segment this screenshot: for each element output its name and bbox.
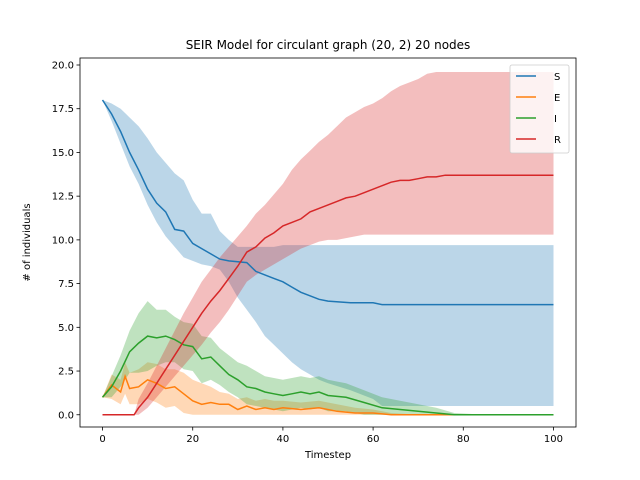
y-tick-label: 12.5 bbox=[52, 192, 74, 203]
legend-label-e: E bbox=[554, 93, 560, 104]
y-tick-label: 7.5 bbox=[58, 279, 74, 290]
y-tick-label: 10.0 bbox=[52, 235, 74, 246]
x-tick-label: 20 bbox=[186, 434, 199, 445]
chart-title: SEIR Model for circulant graph (20, 2) 2… bbox=[186, 38, 471, 52]
x-tick-label: 60 bbox=[367, 434, 380, 445]
y-tick-label: 15.0 bbox=[52, 148, 74, 159]
band-i bbox=[102, 301, 554, 415]
legend-label-s: S bbox=[554, 72, 560, 83]
series-lines bbox=[101, 99, 554, 416]
band-e bbox=[102, 362, 554, 415]
x-axis-title: Timestep bbox=[304, 450, 351, 461]
series-line-s bbox=[101, 99, 554, 306]
y-tick-label: 2.5 bbox=[58, 367, 74, 378]
series-line-i bbox=[101, 335, 554, 416]
band-r bbox=[102, 72, 554, 415]
x-tick-label: 40 bbox=[277, 434, 290, 445]
y-axis-title: # of individuals bbox=[22, 203, 33, 281]
legend-label-i: I bbox=[554, 114, 557, 125]
band-s bbox=[102, 100, 554, 406]
y-axis-ticks: 0.0 2.5 5.0 7.5 10.0 12.5 15.0 17.5 20.0 bbox=[52, 60, 80, 421]
x-tick-label: 0 bbox=[99, 434, 105, 445]
legend-box bbox=[509, 64, 570, 154]
y-tick-label: 17.5 bbox=[52, 104, 74, 115]
plot-frame bbox=[79, 57, 577, 428]
y-tick-label: 0.0 bbox=[58, 410, 74, 421]
x-tick-label: 100 bbox=[544, 434, 563, 445]
y-tick-label: 20.0 bbox=[52, 60, 74, 71]
x-tick-label: 80 bbox=[457, 434, 470, 445]
series-line-e bbox=[101, 373, 554, 416]
y-tick-label: 5.0 bbox=[58, 323, 74, 334]
legend-label-r: R bbox=[554, 135, 561, 146]
confidence-bands bbox=[102, 72, 554, 415]
x-axis-ticks: 0 20 40 60 80 100 bbox=[99, 427, 563, 445]
legend: SEIR bbox=[509, 64, 570, 154]
series-line-r bbox=[102, 174, 554, 416]
